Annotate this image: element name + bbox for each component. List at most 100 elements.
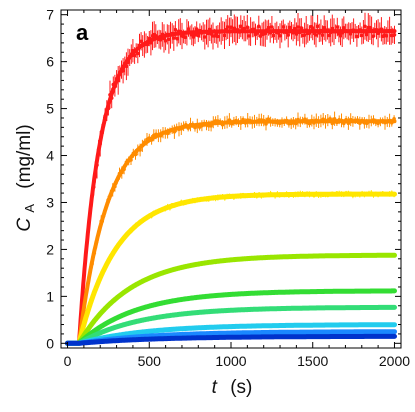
series-2-point	[172, 130, 177, 134]
series-1-point	[230, 29, 235, 34]
series-1-point	[216, 34, 220, 39]
series-2-point	[303, 117, 307, 121]
series-2-point	[261, 118, 266, 123]
series-1-point	[374, 28, 379, 32]
series-2-point	[332, 117, 337, 121]
series-2-point	[129, 158, 133, 162]
series-1-point	[167, 37, 171, 42]
series-2-point	[113, 184, 117, 189]
series-1-point	[335, 25, 340, 29]
series-3-point	[115, 244, 119, 249]
y-tick-label: 0	[46, 335, 54, 351]
series-1-point	[201, 30, 205, 34]
series-1-point	[149, 41, 153, 45]
series-2-point	[122, 167, 126, 171]
series-1-point	[294, 32, 299, 36]
series-1-point	[139, 39, 143, 44]
series-2-point	[133, 152, 138, 157]
series-2-point	[200, 123, 204, 128]
series-2-point	[149, 138, 154, 142]
series-2-point	[371, 118, 376, 122]
series-6	[65, 304, 397, 346]
series-1-point	[338, 34, 343, 38]
series-2-point	[264, 122, 268, 126]
y-tick-label: 3	[46, 194, 54, 210]
series-3-point	[108, 256, 113, 261]
series-1-point	[118, 72, 122, 76]
series-1-point	[178, 29, 183, 34]
series-3-point	[97, 279, 101, 283]
series-1-point	[340, 30, 345, 35]
series-2-point	[142, 140, 147, 144]
series-1-point	[358, 28, 362, 32]
series-1-point	[387, 29, 392, 33]
series-1-point	[242, 26, 246, 31]
series-2-point	[120, 170, 124, 175]
x-axis-label-italic: t	[212, 377, 218, 398]
series-3-point	[392, 193, 396, 197]
series-1-point	[333, 29, 338, 34]
series-1-point	[327, 33, 331, 38]
series-5	[65, 288, 397, 346]
series-1-point	[109, 96, 114, 100]
series-2-point	[248, 118, 252, 123]
y-axis-label-italic: C	[14, 218, 35, 232]
series-3-point	[120, 239, 124, 244]
series-2-point	[108, 193, 113, 197]
series-1-point	[376, 31, 380, 35]
series-2-point	[342, 121, 346, 126]
series-1-point	[91, 185, 96, 189]
series-1-point	[348, 32, 353, 36]
series-2-point	[186, 126, 190, 130]
series-2-point	[225, 120, 229, 124]
series-1-point	[206, 31, 210, 36]
series-2-point	[321, 117, 326, 121]
series-1-point	[243, 29, 248, 33]
series-1-point	[126, 60, 130, 64]
series-1-point	[284, 30, 289, 35]
series-1-point	[291, 31, 295, 35]
series-3-point	[90, 296, 94, 300]
series-1-point	[325, 28, 330, 32]
series-1-point	[302, 33, 307, 37]
series-2-point	[266, 117, 271, 121]
series-1-point	[101, 123, 106, 127]
ticks-layer: 0 500 1000 1500 2000 0 1 2 3 4 5 6 7	[46, 7, 410, 369]
series-1-point	[227, 30, 232, 34]
series-1-point	[247, 34, 251, 38]
series-1-point	[330, 26, 335, 31]
series-1-point	[108, 93, 112, 97]
series-2-point	[106, 198, 110, 202]
series-2-point	[227, 118, 232, 122]
series-1-point	[221, 29, 225, 33]
series-2-point	[390, 121, 394, 125]
series-3-point	[131, 226, 136, 230]
series-2-point	[99, 219, 103, 224]
series-4	[65, 252, 397, 346]
series-1-point	[271, 33, 276, 38]
series-2-point	[328, 117, 332, 121]
y-axis-label: C A (mg/ml)	[14, 124, 39, 231]
series-3-curve	[65, 191, 397, 346]
series-1-point	[193, 33, 197, 37]
series-1-point	[368, 25, 372, 30]
series-1-point	[360, 33, 364, 38]
series-1-point	[314, 33, 318, 37]
series-1-point	[147, 36, 152, 41]
series-3-point	[92, 290, 97, 295]
series-1-point	[322, 25, 327, 30]
series-1-point	[222, 33, 227, 38]
series-1-point	[293, 26, 297, 31]
series-2-point	[392, 117, 396, 121]
series-2-point	[243, 121, 248, 125]
series-1-point	[145, 42, 150, 47]
series-1-point	[229, 25, 233, 30]
series-1-point	[279, 29, 284, 34]
x-axis-label: t (s)	[212, 377, 253, 398]
y-tick-label: 1	[46, 288, 54, 304]
x-axis-label-unit: (s)	[230, 377, 252, 398]
series-1-point	[175, 36, 179, 41]
series-1-point	[369, 28, 374, 33]
series-2-point	[330, 121, 335, 126]
series-1-point	[288, 25, 292, 30]
